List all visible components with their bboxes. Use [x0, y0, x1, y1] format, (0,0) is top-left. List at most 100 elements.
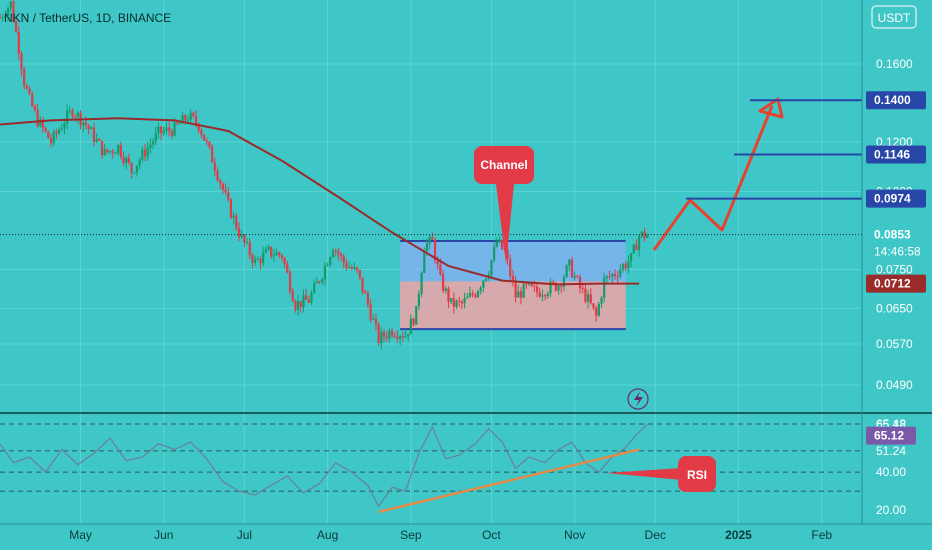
rsi-tag-text-0: 65.12 — [874, 429, 904, 443]
candle-body-223 — [597, 303, 600, 316]
candle-body-44 — [117, 144, 120, 153]
candle-body-68 — [181, 115, 184, 124]
candle-body-33 — [87, 125, 90, 130]
candle-body-29 — [76, 112, 79, 117]
candle-body-177 — [474, 294, 477, 297]
candle-body-23 — [60, 128, 63, 130]
candle-body-239 — [640, 231, 643, 236]
rsi-callout: RSI — [606, 456, 716, 492]
candle-body-25 — [66, 110, 69, 124]
candle-body-115 — [307, 299, 310, 303]
channel-lower-zone — [400, 281, 626, 330]
candle-body-52 — [138, 159, 141, 166]
candle-body-148 — [396, 336, 399, 339]
candle-body-21 — [55, 131, 58, 134]
candle-body-166 — [444, 288, 447, 291]
candle-body-207 — [554, 282, 557, 291]
candle-body-32 — [84, 122, 88, 126]
candle-body-38 — [100, 140, 104, 156]
candle-body-108 — [288, 272, 292, 292]
candle-body-161 — [431, 237, 434, 240]
price-tag-bg-5 — [866, 274, 926, 293]
candle-body-61 — [162, 130, 165, 134]
candle-body-20 — [52, 131, 55, 144]
candle-body-97 — [259, 258, 262, 264]
candle-body-150 — [401, 336, 404, 338]
candle-body-79 — [211, 146, 214, 163]
price-tag-target-1: 0.1146 — [866, 145, 926, 164]
candle-body-114 — [305, 295, 308, 300]
candle-body-218 — [584, 288, 587, 302]
time-tick-label-5: Oct — [482, 528, 501, 542]
candle-body-120 — [321, 279, 324, 283]
candle-body-233 — [624, 264, 627, 269]
time-tick-label-2: Jul — [237, 528, 252, 542]
candle-body-50 — [133, 172, 136, 174]
candle-body-137 — [366, 293, 369, 305]
candle-body-236 — [632, 244, 635, 254]
candle-body-35 — [92, 127, 96, 142]
candle-body-128 — [342, 255, 345, 263]
candle-body-105 — [280, 255, 284, 259]
candle-body-199 — [533, 286, 536, 288]
candle-body-47 — [125, 157, 128, 163]
candle-body-238 — [638, 235, 641, 251]
price-tag-bg-4 — [866, 242, 926, 261]
candle-body-146 — [390, 330, 394, 336]
candle-body-98 — [262, 252, 265, 264]
candle-body-41 — [108, 150, 112, 153]
candle-body-67 — [178, 123, 182, 125]
rsi-line — [0, 424, 648, 508]
lightning-icon-bolt — [634, 391, 643, 407]
candle-body-222 — [595, 307, 598, 316]
candle-body-174 — [466, 296, 469, 299]
candle-body-212 — [568, 259, 571, 266]
candle-body-154 — [412, 318, 415, 325]
rsi-panel: RSI — [0, 423, 862, 514]
candle-body-95 — [254, 259, 257, 263]
price-tag-text-2: 0.0974 — [874, 192, 911, 206]
channel-callout-box — [474, 146, 534, 184]
candle-body-11 — [28, 88, 31, 94]
candle-body-88 — [235, 215, 238, 229]
candle-body-112 — [299, 301, 302, 308]
lightning-icon[interactable] — [627, 388, 649, 410]
price-tag-text-3: 0.0853 — [874, 228, 911, 242]
candle-body-91 — [243, 234, 246, 243]
candle-body-121 — [323, 265, 327, 280]
candle-body-87 — [232, 215, 235, 218]
price-tag-text-0: 0.1400 — [874, 93, 911, 107]
candle-body-54 — [143, 149, 147, 157]
candle-body-216 — [578, 277, 582, 289]
candle-body-28 — [74, 116, 77, 118]
candle-body-8 — [20, 53, 23, 70]
candle-body-117 — [313, 283, 316, 293]
candle-body-151 — [404, 336, 407, 338]
candle-body-57 — [151, 141, 155, 145]
candle-body-27 — [71, 110, 74, 117]
candle-body-116 — [310, 292, 313, 303]
candle-body-164 — [439, 264, 442, 275]
candle-body-104 — [278, 252, 281, 256]
price-tag-bg-1 — [866, 145, 926, 164]
time-tick-label-8: 2025 — [725, 528, 752, 542]
candle-body-130 — [347, 267, 351, 269]
candle-body-224 — [600, 297, 603, 304]
price-tag-bg-2 — [866, 189, 926, 208]
projection-arrow — [652, 97, 784, 251]
candle-body-14 — [36, 109, 39, 127]
candle-body-85 — [227, 192, 230, 200]
channel-callout-label: Channel — [480, 158, 527, 172]
candle-body-240 — [643, 231, 646, 238]
price-tag-target-2: 0.0974 — [866, 189, 926, 208]
candle-body-136 — [364, 291, 367, 294]
candle-body-179 — [479, 287, 482, 292]
candle-body-185 — [495, 242, 498, 247]
candle-body-211 — [565, 265, 568, 278]
candle-body-89 — [237, 228, 241, 237]
candle-body-227 — [608, 276, 611, 278]
candle-body-126 — [337, 250, 340, 255]
time-tick-label-9: Feb — [811, 528, 832, 542]
